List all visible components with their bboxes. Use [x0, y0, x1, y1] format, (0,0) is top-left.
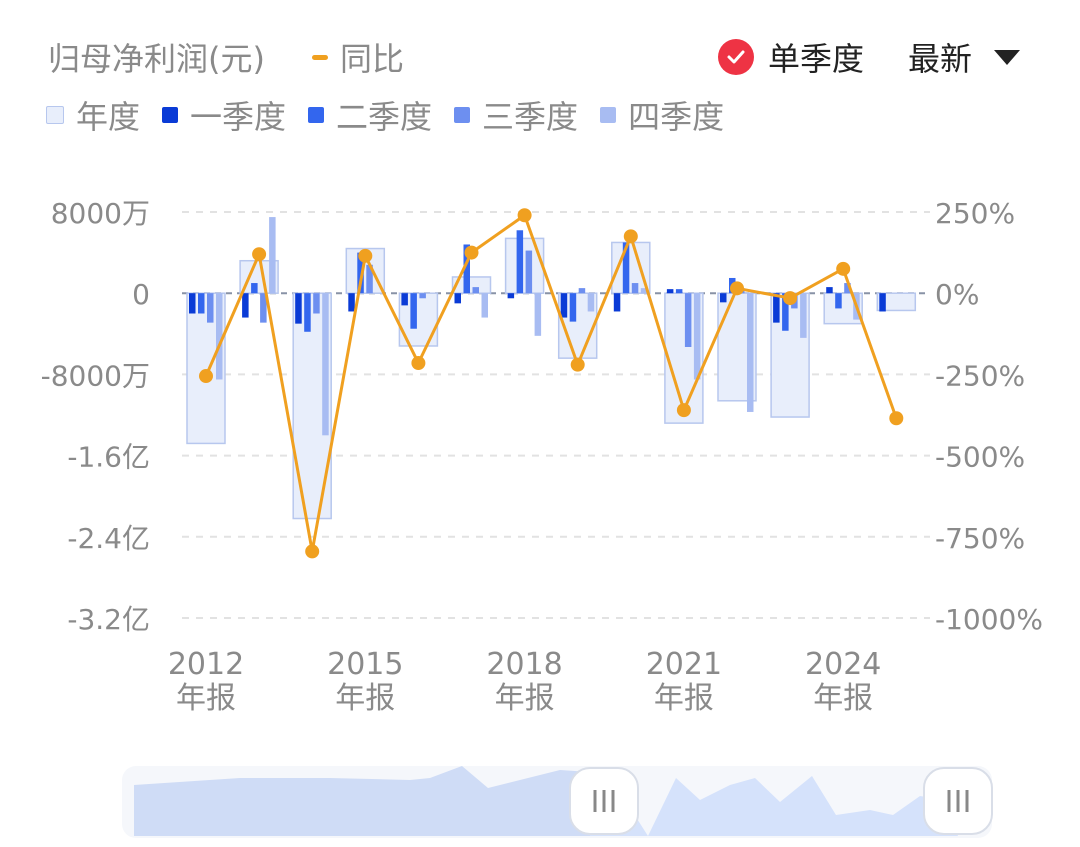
legend-item-q1[interactable]: 一季度	[162, 92, 286, 138]
caret-down-icon	[994, 49, 1021, 65]
legend-label-q1: 一季度	[190, 98, 287, 136]
legend-swatch-annual	[46, 106, 64, 124]
legend: 年度 一季度 二季度 三季度 四季度	[46, 92, 746, 138]
check-circle-icon	[718, 39, 754, 75]
legend-swatch-q3	[454, 107, 471, 123]
navigator-preview-left	[134, 766, 590, 836]
yoy-line-icon	[312, 54, 328, 60]
legend-label-q3: 三季度	[482, 98, 579, 136]
single-quarter-toggle[interactable]: 单季度	[718, 34, 864, 80]
legend-label-annual: 年度	[76, 98, 141, 136]
period-dropdown-label: 最新	[908, 40, 973, 78]
legend-item-annual[interactable]: 年度	[46, 92, 140, 138]
chart-title: 归母净利润(元)	[48, 40, 265, 78]
navigator-handle-right[interactable]	[923, 767, 993, 835]
legend-item-q2[interactable]: 二季度	[308, 92, 432, 138]
legend-label-q4: 四季度	[628, 98, 725, 136]
legend-swatch-q1	[162, 107, 179, 123]
period-dropdown[interactable]: 最新	[908, 34, 1021, 80]
navigator-handle-left[interactable]	[569, 767, 639, 835]
legend-item-q3[interactable]: 三季度	[454, 92, 578, 138]
navigator-selected-area	[590, 772, 958, 836]
legend-item-q4[interactable]: 四季度	[600, 92, 724, 138]
legend-yoy[interactable]: 同比	[312, 34, 404, 80]
legend-label-q2: 二季度	[336, 98, 433, 136]
legend-swatch-q4	[600, 107, 617, 123]
legend-yoy-label: 同比	[340, 40, 405, 78]
single-quarter-label: 单季度	[768, 40, 865, 78]
legend-swatch-q2	[308, 107, 325, 123]
